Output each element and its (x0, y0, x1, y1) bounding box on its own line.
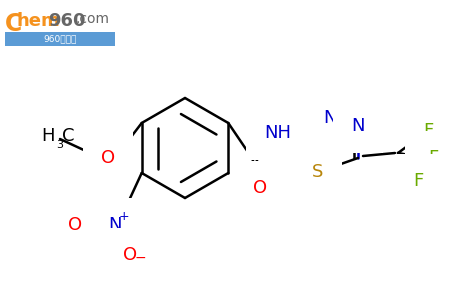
Text: N: N (108, 216, 122, 234)
FancyBboxPatch shape (5, 32, 115, 46)
Text: .com: .com (76, 12, 110, 26)
Text: −: − (134, 251, 146, 265)
Text: hem: hem (17, 12, 61, 30)
Text: O: O (68, 216, 82, 234)
Text: +: + (118, 209, 129, 222)
Text: C: C (5, 12, 22, 36)
Text: 960化工网: 960化工网 (43, 35, 77, 43)
Text: H: H (42, 127, 55, 145)
Text: NH: NH (264, 124, 292, 142)
Text: 3: 3 (56, 140, 63, 150)
Text: N: N (323, 109, 337, 127)
Text: O: O (123, 246, 137, 264)
Text: O: O (101, 149, 115, 167)
Text: F: F (428, 149, 438, 167)
Text: S: S (312, 163, 324, 181)
Text: C: C (62, 127, 74, 145)
Text: F: F (413, 172, 423, 190)
Text: 960: 960 (48, 12, 85, 30)
Text: N: N (351, 117, 365, 135)
Text: F: F (423, 122, 433, 140)
Text: O: O (253, 179, 267, 197)
